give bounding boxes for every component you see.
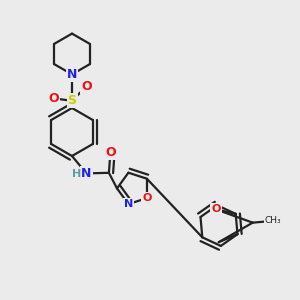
Text: N: N <box>124 199 133 209</box>
Text: O: O <box>105 146 116 159</box>
Text: CH₃: CH₃ <box>265 216 281 225</box>
Text: O: O <box>81 80 92 93</box>
Text: S: S <box>68 94 76 107</box>
Text: O: O <box>211 204 220 214</box>
Text: N: N <box>81 167 92 180</box>
Text: O: O <box>49 92 59 105</box>
Text: H: H <box>72 169 81 179</box>
Text: O: O <box>142 193 152 203</box>
Text: N: N <box>67 68 77 81</box>
